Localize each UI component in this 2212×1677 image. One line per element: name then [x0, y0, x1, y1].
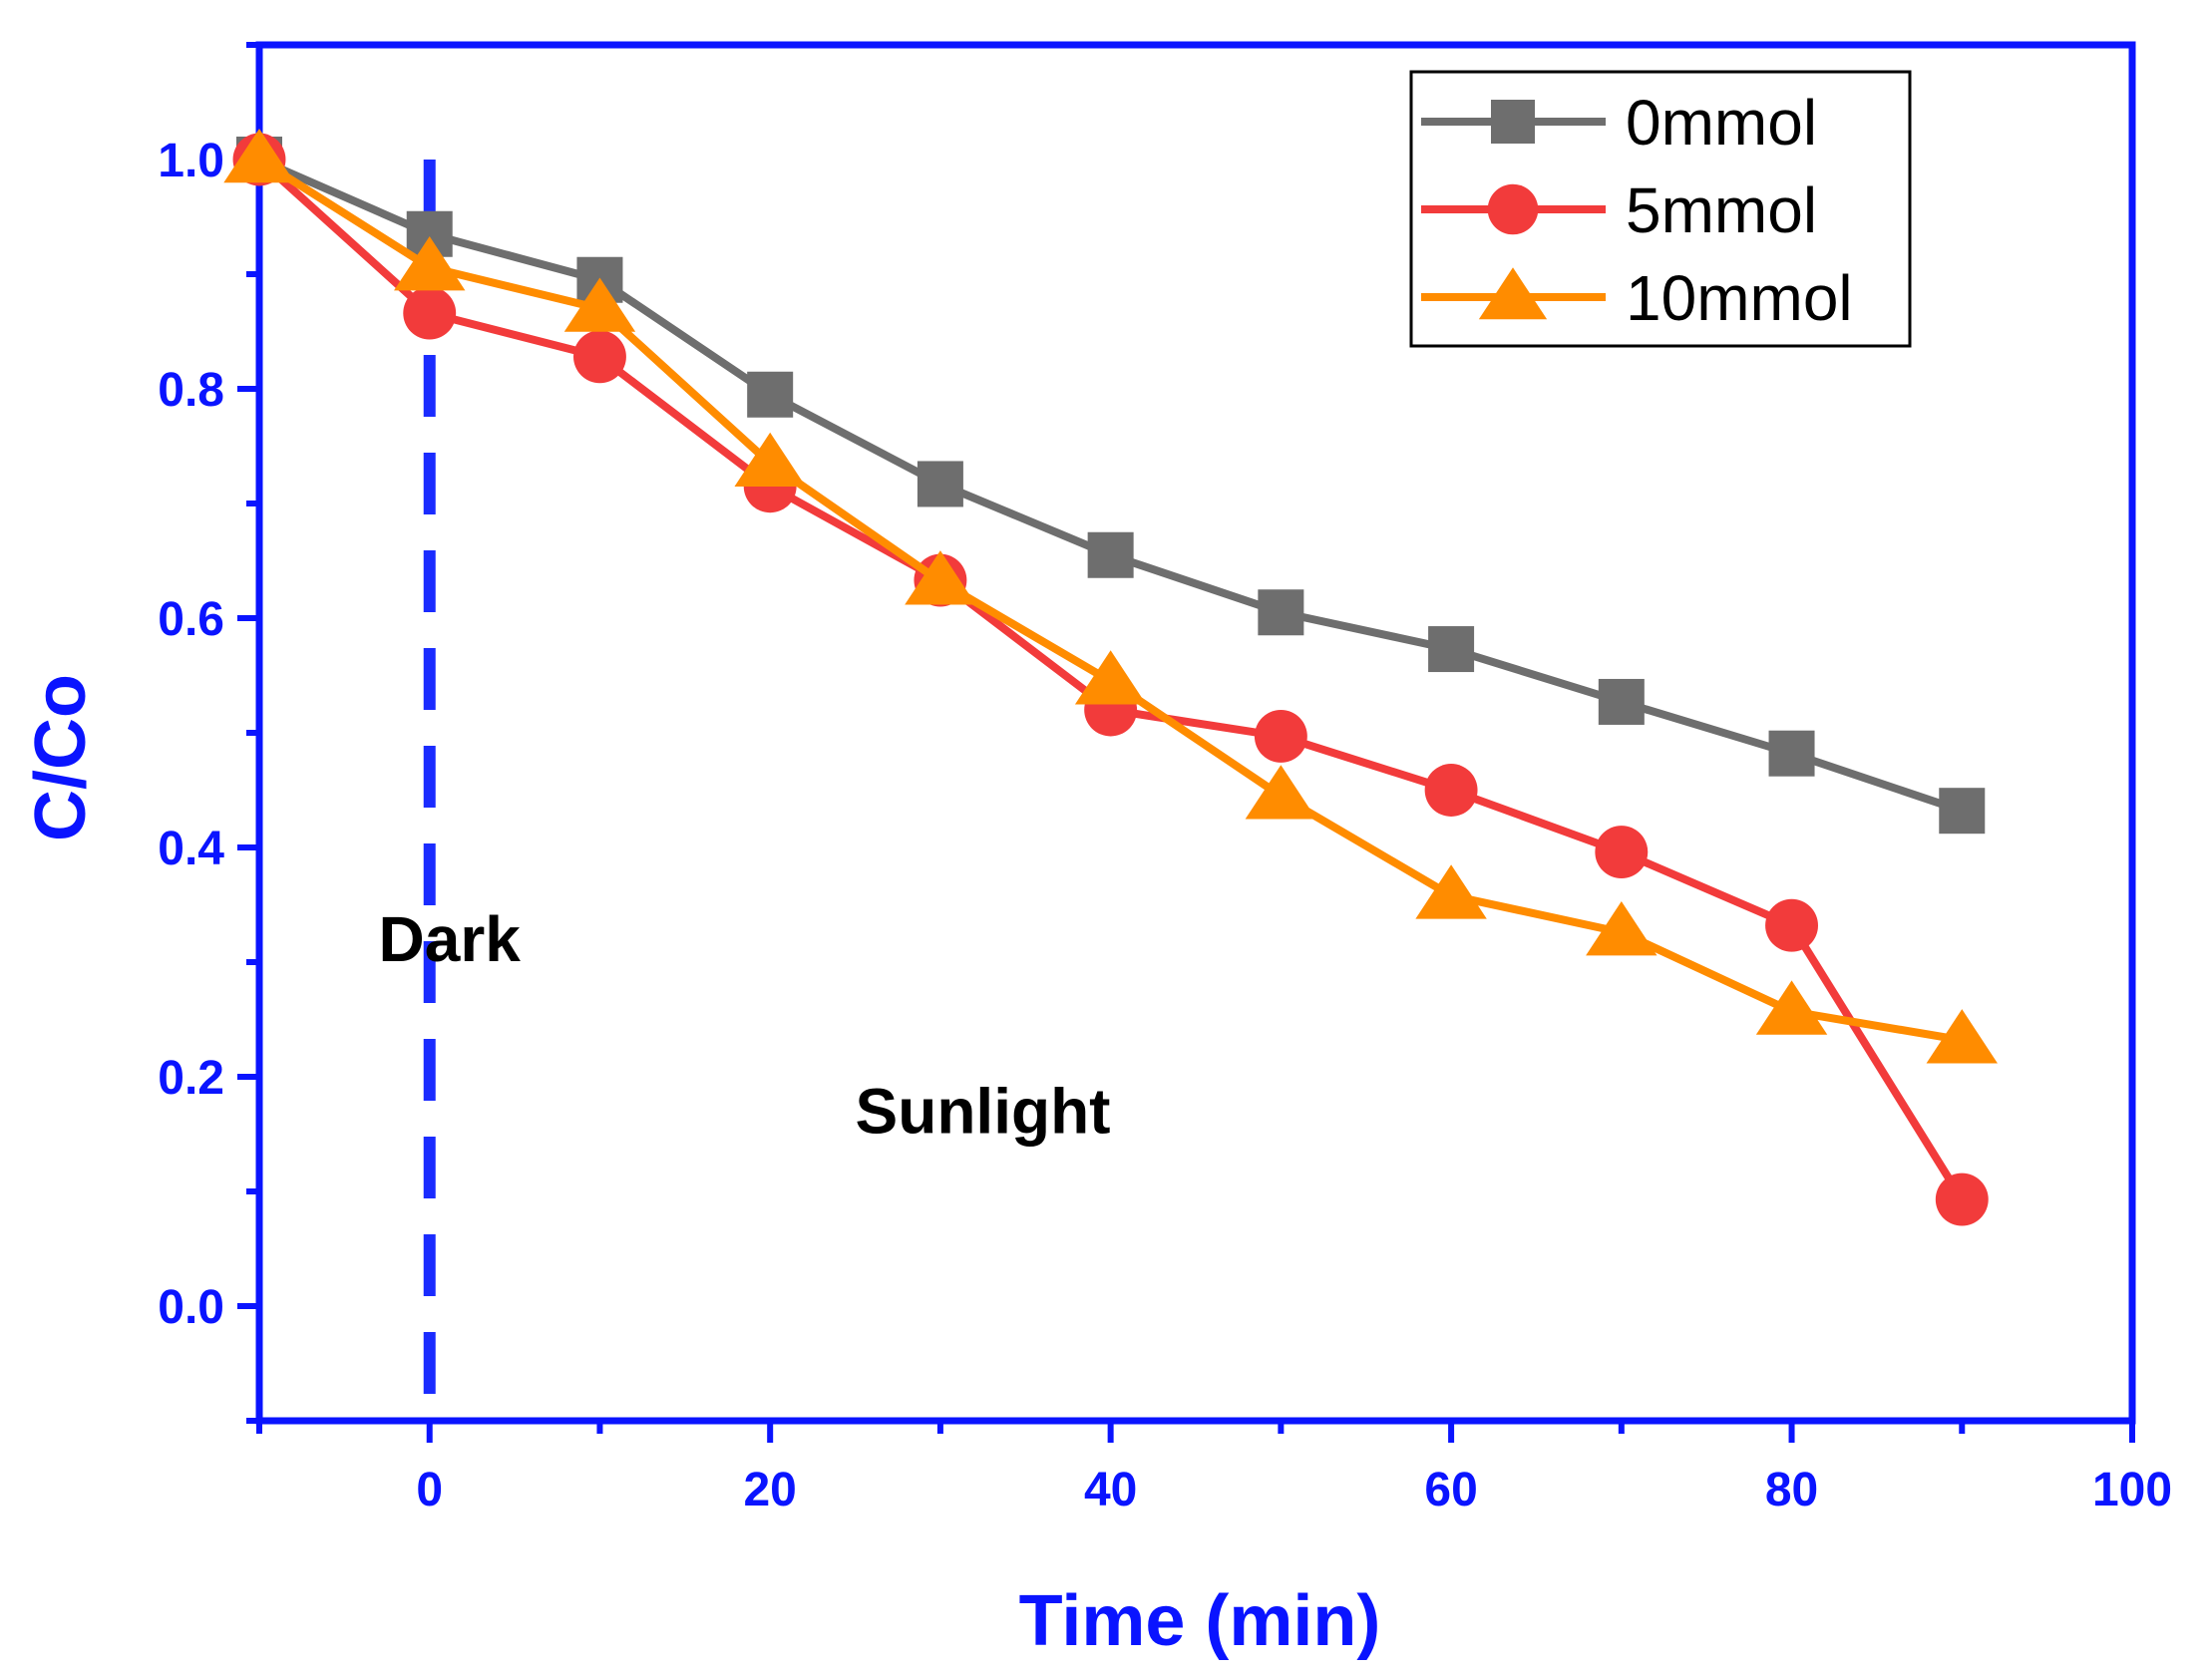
triangle-marker [1245, 765, 1317, 820]
square-marker [1939, 788, 1986, 835]
circle-marker [1765, 898, 1818, 952]
square-marker [917, 461, 963, 507]
triangle-marker [1415, 864, 1487, 919]
series-10mmol [223, 128, 1998, 1064]
square-marker [1491, 100, 1535, 144]
y-tick-label: 0.2 [158, 1052, 224, 1105]
legend-label: 0mmol [1626, 87, 1817, 159]
square-marker [1258, 589, 1304, 636]
annotation-layer: Dark Sunlight [379, 903, 1111, 1148]
square-marker [1428, 626, 1475, 673]
x-tick-label: 20 [743, 1464, 796, 1516]
circle-marker [403, 286, 457, 340]
triangle-marker [1586, 901, 1658, 956]
square-marker [747, 371, 794, 418]
x-axis-title: Time (min) [1019, 1581, 1381, 1661]
y-axis-title: C/Co [21, 674, 101, 841]
legend-item-10mmol: 10mmol [1421, 262, 1853, 334]
series-0mmol [236, 137, 1986, 835]
annotation-sunlight: Sunlight [856, 1076, 1111, 1148]
circle-marker [1424, 764, 1478, 817]
annotation-dark: Dark [379, 903, 522, 975]
x-tick-label: 0 [416, 1464, 443, 1516]
circle-marker [573, 330, 626, 384]
square-marker [1598, 678, 1645, 725]
tick-labels: 0 20 40 60 80 100 0.0 0.2 0.4 0.6 0.8 1.0 [158, 135, 2172, 1516]
circle-marker [1595, 826, 1649, 879]
triangle-marker [1074, 650, 1147, 705]
triangle-marker [1478, 267, 1548, 320]
x-tick-label: 60 [1424, 1464, 1477, 1516]
legend-item-5mmol: 5mmol [1421, 174, 1817, 246]
triangle-marker [563, 277, 636, 332]
x-tick-label: 40 [1084, 1464, 1137, 1516]
y-tick-label: 0.8 [158, 364, 224, 417]
circle-marker [1935, 1173, 1989, 1226]
circle-marker [1487, 183, 1539, 235]
square-marker [1087, 531, 1134, 578]
series-layer [223, 128, 1998, 1226]
triangle-marker [734, 432, 806, 488]
legend-label: 10mmol [1626, 262, 1853, 334]
legend-label: 5mmol [1626, 174, 1817, 246]
x-tick-label: 80 [1765, 1464, 1818, 1516]
square-marker [1768, 730, 1815, 777]
triangle-marker [1755, 980, 1828, 1035]
y-tick-label: 0.4 [158, 823, 224, 875]
y-tick-label: 0.6 [158, 593, 224, 646]
legend: 0mmol 5mmol 10mmol [1409, 70, 1912, 348]
legend-item-0mmol: 0mmol [1421, 87, 1817, 159]
y-tick-label: 0.0 [158, 1281, 224, 1334]
triangle-marker [223, 128, 295, 183]
x-tick-label: 100 [2092, 1464, 2172, 1516]
triangle-marker [394, 236, 466, 291]
y-tick-label: 1.0 [158, 135, 224, 187]
circle-marker [1254, 710, 1307, 763]
triangle-marker [1926, 1009, 1998, 1064]
triangle-marker [905, 550, 976, 605]
